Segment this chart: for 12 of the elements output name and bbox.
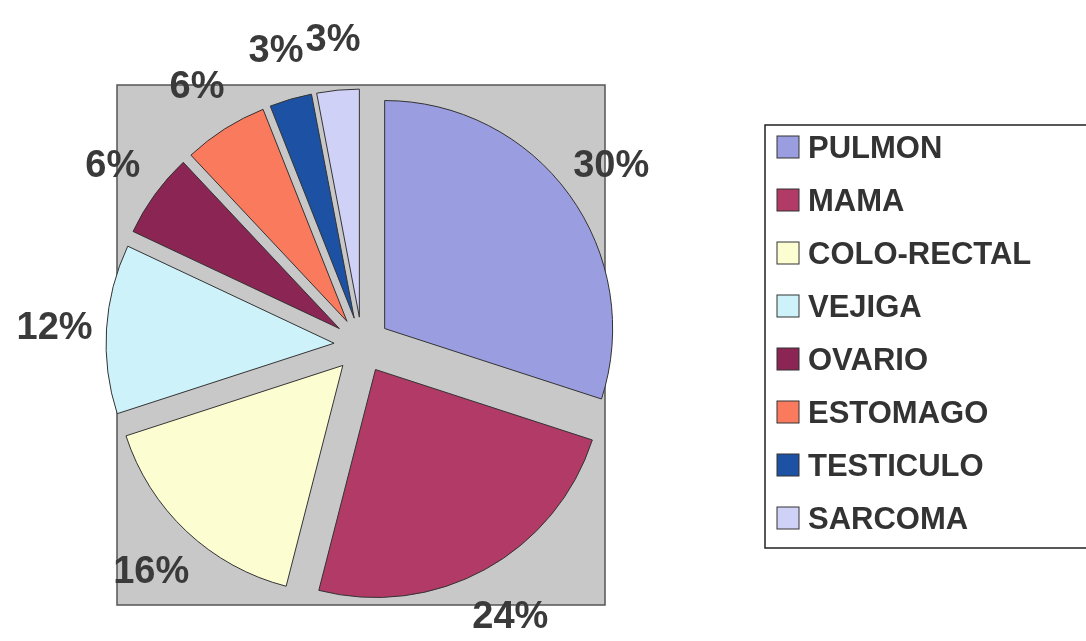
data-label: 3% bbox=[248, 28, 304, 71]
legend-label: PULMON bbox=[808, 129, 943, 165]
legend-label: TESTICULO bbox=[808, 447, 984, 483]
legend-label: OVARIO bbox=[808, 341, 928, 377]
data-label: 24% bbox=[472, 593, 549, 636]
legend-label: COLO-RECTAL bbox=[808, 235, 1032, 271]
legend-label: MAMA bbox=[808, 182, 905, 218]
legend-label: SARCOMA bbox=[808, 500, 969, 536]
legend-label: VEJIGA bbox=[808, 288, 922, 324]
data-label: 12% bbox=[16, 304, 93, 347]
data-label: 3% bbox=[305, 17, 361, 60]
legend-label: ESTOMAGO bbox=[808, 394, 989, 430]
